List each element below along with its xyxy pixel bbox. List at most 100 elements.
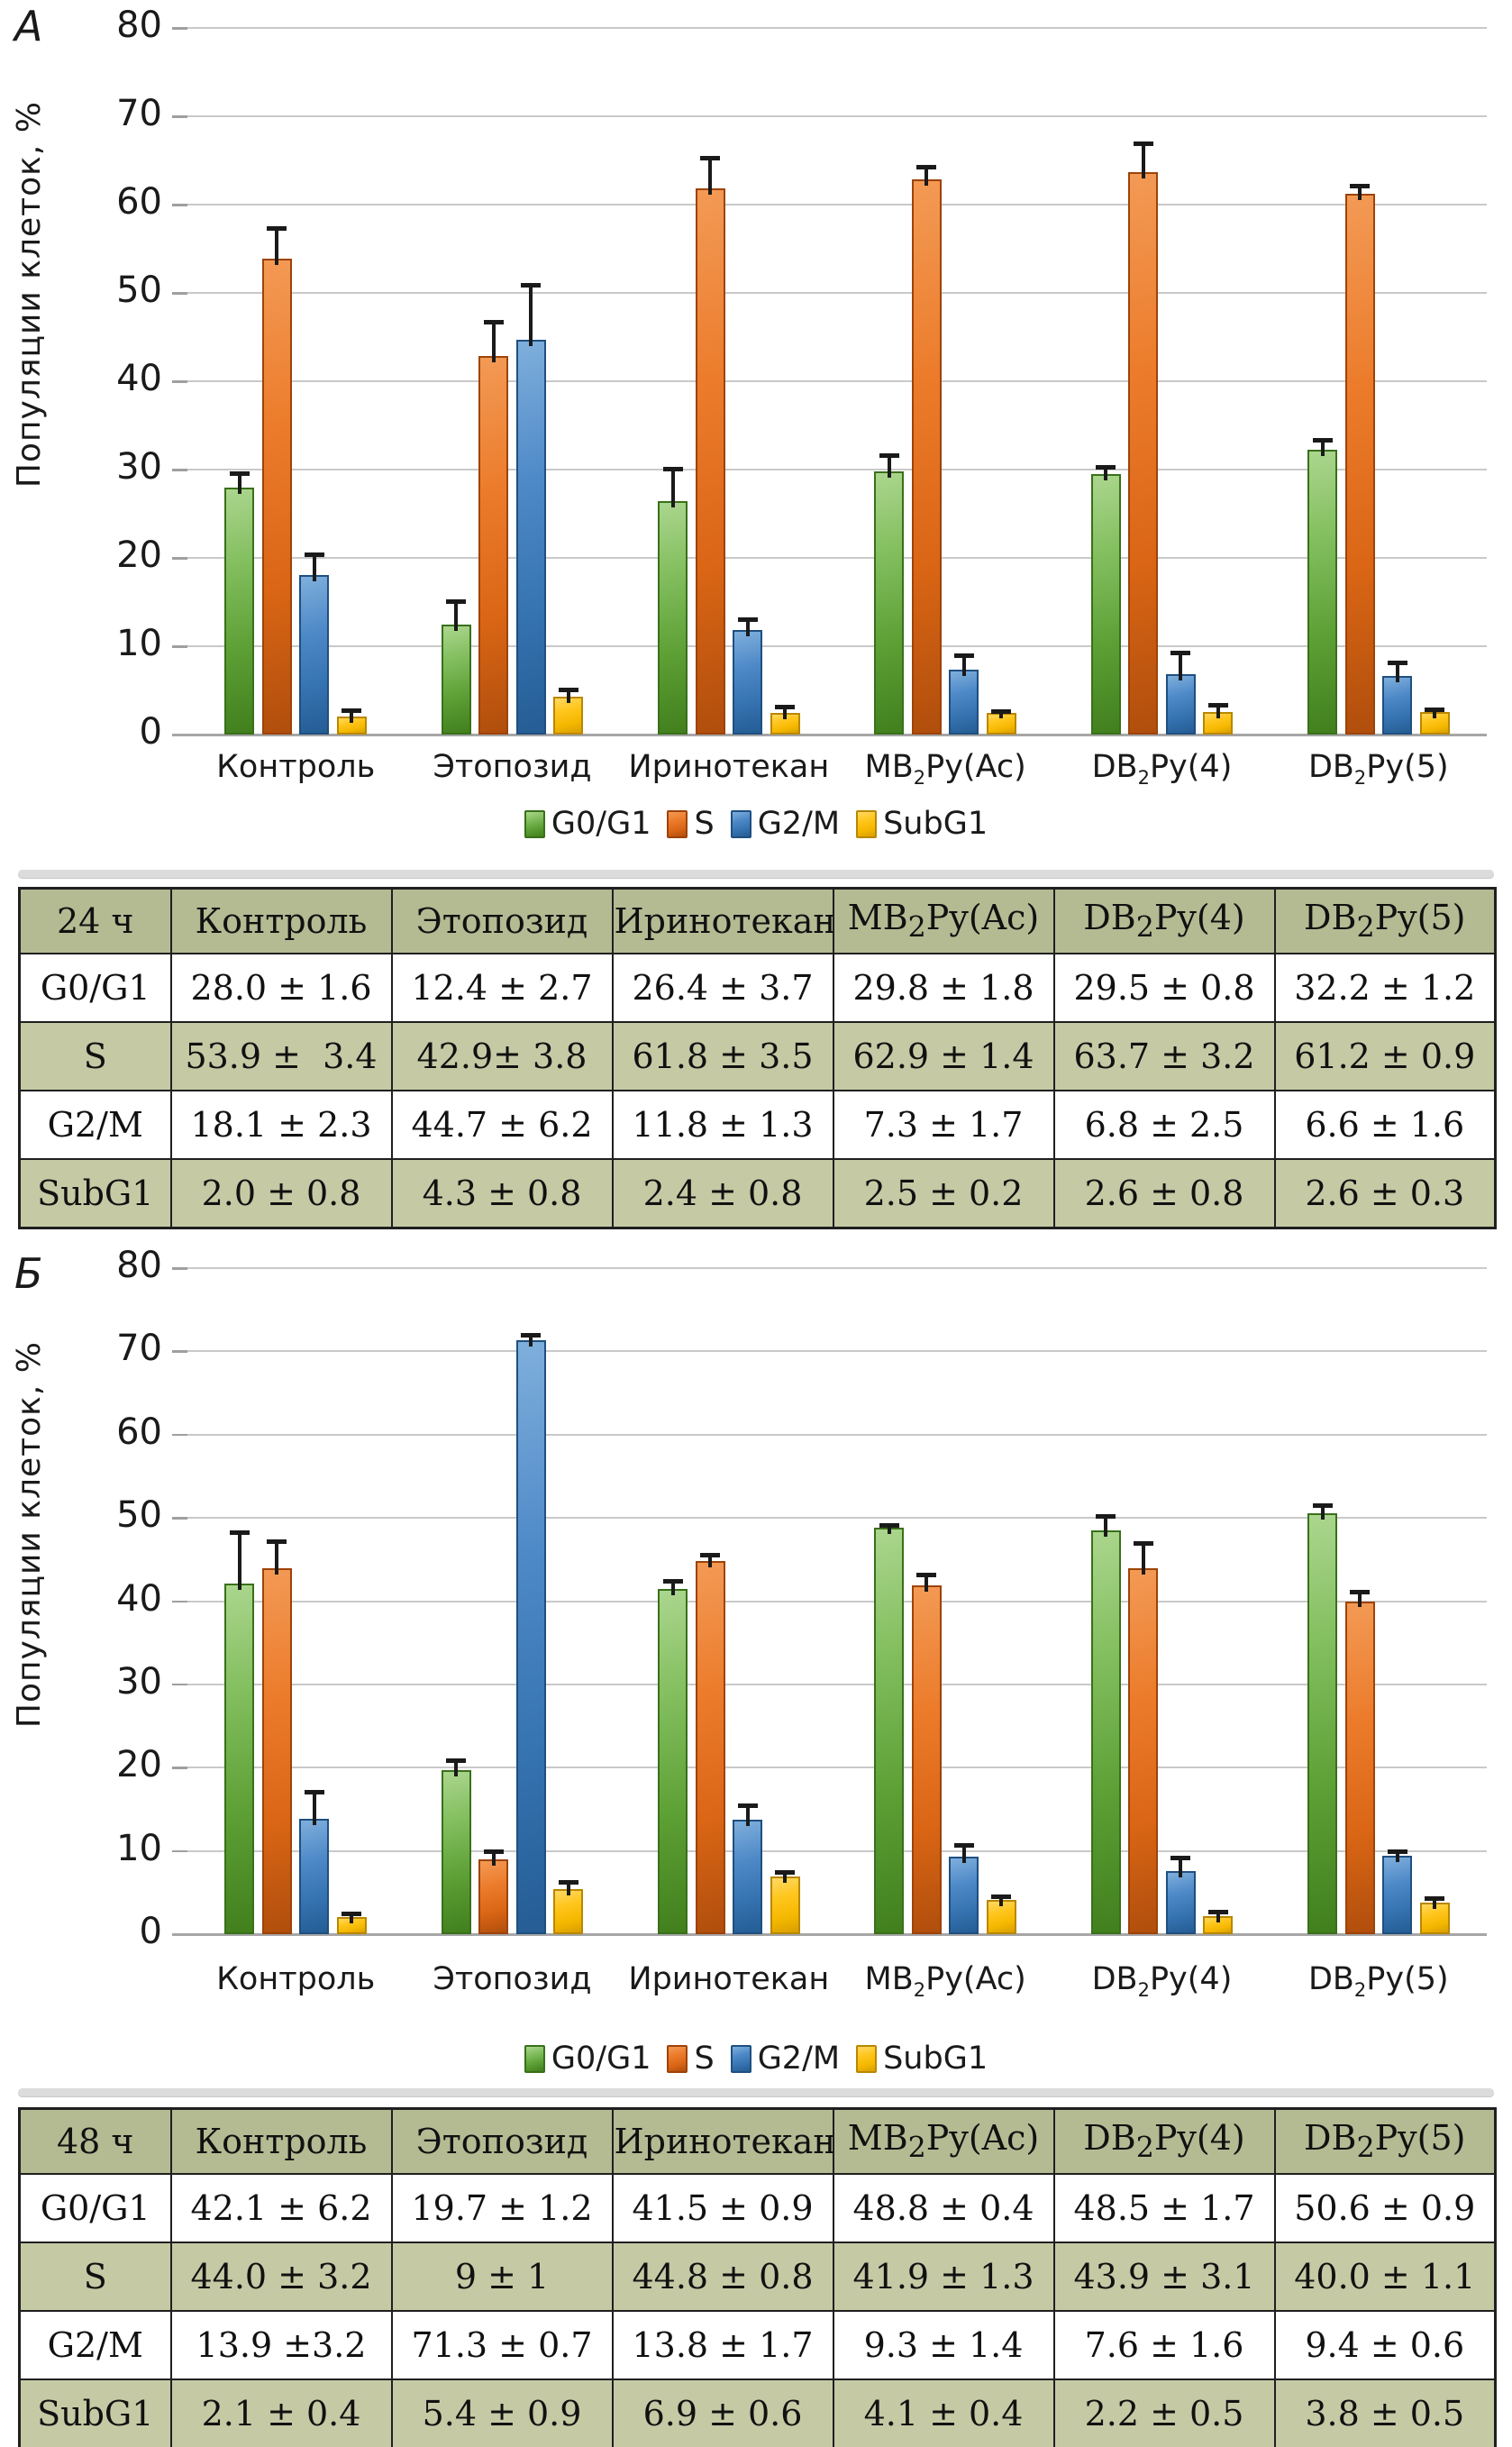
subscript: 2 xyxy=(907,911,926,945)
bar-g2m-0 xyxy=(299,1818,330,1934)
error-bar-cap xyxy=(521,283,542,288)
row-header-G2/M: G2/M xyxy=(18,2310,172,2380)
bar-g0g1-4 xyxy=(1090,473,1121,735)
error-bar-cap xyxy=(916,1572,937,1577)
gridline xyxy=(187,1517,1487,1520)
y-tick-label-10: 10 xyxy=(116,623,162,664)
bar-g2m-5 xyxy=(1382,676,1413,735)
error-bar-stem xyxy=(887,455,891,478)
error-bar-stem xyxy=(1358,186,1362,201)
error-bar-stem xyxy=(491,1850,496,1866)
error-bar-stem xyxy=(1141,143,1145,178)
table-cell: 4.1 ± 0.4 xyxy=(832,2379,1055,2447)
y-axis-tick xyxy=(172,27,187,30)
table-cell: 63.7 ± 3.2 xyxy=(1052,1021,1276,1091)
row-header-SubG1: SubG1 xyxy=(18,1158,172,1229)
table-cell: 12.4 ± 2.7 xyxy=(390,953,614,1023)
table-cell: 6.8 ± 2.5 xyxy=(1052,1090,1276,1160)
table-cell: 6.6 ± 1.6 xyxy=(1273,1090,1497,1160)
gridline xyxy=(187,469,1487,470)
table-48h: 48 ч Контроль Этопозид Иринотекан MB2Py(Ac) D… xyxy=(18,2107,1497,2447)
table-cell: 2.4 ± 0.8 xyxy=(611,1158,834,1229)
error-bar-stem xyxy=(1179,652,1183,681)
table-cell: 44.7 ± 6.2 xyxy=(390,1090,614,1160)
table-cell: 48.8 ± 0.4 xyxy=(832,2173,1055,2243)
gridline xyxy=(187,292,1487,294)
error-bar-stem xyxy=(1179,1858,1183,1877)
bar-g2m-4 xyxy=(1165,1870,1196,1934)
table-row-G2/M: G2/M 18.1 ± 2.3 44.7 ± 6.2 11.8 ± 1.3 7.3 ± … xyxy=(18,1090,1497,1160)
table-cell: 50.6 ± 0.9 xyxy=(1273,2173,1497,2243)
error-bar-stem xyxy=(350,1913,354,1923)
error-bar-stem xyxy=(783,706,788,720)
bar-g2m-5 xyxy=(1382,1856,1413,1934)
error-bar-cap xyxy=(1387,1849,1407,1854)
error-bar-cap xyxy=(1350,184,1371,189)
gridline xyxy=(187,1350,1487,1353)
y-axis-tick xyxy=(172,645,187,648)
table-cell: 18.1 ± 2.3 xyxy=(169,1090,393,1160)
legend-label-g2m: G2/M xyxy=(757,806,841,842)
legend-swatch-subg1 xyxy=(856,809,878,838)
error-bar-stem xyxy=(1104,467,1108,480)
x-label-1: Этопозид xyxy=(433,749,592,785)
y-axis-title-a: Популяции клеток, % xyxy=(11,101,48,488)
legend-swatch-g2m xyxy=(730,809,751,838)
panel-b-label: Б xyxy=(14,1249,43,1298)
table-cell: 2.6 ± 0.3 xyxy=(1273,1158,1497,1229)
error-bar-cap xyxy=(700,156,721,161)
table-cell: 7.6 ± 1.6 xyxy=(1052,2310,1276,2380)
error-bar-stem xyxy=(491,322,496,362)
subscript: 2 xyxy=(1135,911,1154,945)
column-header-2: Иринотекан xyxy=(611,887,834,954)
gridline xyxy=(187,645,1487,647)
table-cell: 9.3 ± 1.4 xyxy=(832,2310,1055,2380)
y-tick-label-10: 10 xyxy=(116,1827,162,1869)
x-label-2: Иринотекан xyxy=(628,749,830,785)
bar-s-0 xyxy=(261,258,292,735)
column-header-0: Контроль xyxy=(169,887,393,954)
legend-label-subg1: SubG1 xyxy=(883,2041,988,2077)
bar-subg1-1 xyxy=(553,696,584,735)
table-cell: 11.8 ± 1.3 xyxy=(611,1090,834,1160)
legend-item-g0g1: G0/G1 xyxy=(524,2041,651,2077)
table-cell: 13.8 ± 1.7 xyxy=(611,2310,834,2380)
table-cell: 41.9 ± 1.3 xyxy=(832,2242,1055,2312)
subscript: 2 xyxy=(913,1979,926,2001)
bar-g2m-2 xyxy=(733,1819,763,1934)
legend-label-s: S xyxy=(694,2041,715,2077)
error-bar-cap xyxy=(737,1803,758,1808)
error-bar-cap xyxy=(229,1529,250,1535)
row-header-S: S xyxy=(18,1021,172,1091)
y-axis-tick xyxy=(172,1350,187,1353)
row-header-S: S xyxy=(18,2242,172,2312)
error-bar-cap xyxy=(775,1869,796,1875)
x-label-3: MB2Py(Ac) xyxy=(864,1961,1026,2001)
x-label-2: Иринотекан xyxy=(628,1961,830,1997)
error-bar-cap xyxy=(991,1895,1012,1900)
table-header-row: 24 ч Контроль Этопозид Иринотекан MB2Py(Ac) D… xyxy=(18,887,1497,954)
subscript: 2 xyxy=(907,2132,926,2165)
bar-g2m-4 xyxy=(1165,674,1196,735)
bar-g0g1-5 xyxy=(1307,1512,1338,1934)
error-bar-cap xyxy=(1170,1856,1191,1860)
error-bar-stem xyxy=(566,1881,570,1896)
gridline xyxy=(187,1767,1487,1769)
x-label-5: DB2Py(5) xyxy=(1307,1961,1449,2001)
table-cell: 42.1 ± 6.2 xyxy=(169,2173,393,2243)
table-cell: 9.4 ± 0.6 xyxy=(1273,2310,1497,2380)
error-bar-cap xyxy=(916,164,937,169)
bar-g0g1-2 xyxy=(658,501,688,735)
table-cell: 2.2 ± 0.5 xyxy=(1052,2379,1276,2447)
error-bar-cap xyxy=(267,1539,287,1544)
error-bar-stem xyxy=(566,689,570,703)
column-header-2: Иринотекан xyxy=(611,2107,834,2175)
error-bar-stem xyxy=(1216,1912,1220,1922)
table-cell: 61.2 ± 0.9 xyxy=(1273,1021,1497,1091)
error-bar-cap xyxy=(267,226,287,232)
error-bar-stem xyxy=(454,1759,459,1776)
legend-item-subg1: SubG1 xyxy=(856,2041,988,2077)
error-bar-stem xyxy=(454,601,459,632)
legend-label-s: S xyxy=(694,806,715,842)
subscript: 2 xyxy=(1356,911,1375,945)
